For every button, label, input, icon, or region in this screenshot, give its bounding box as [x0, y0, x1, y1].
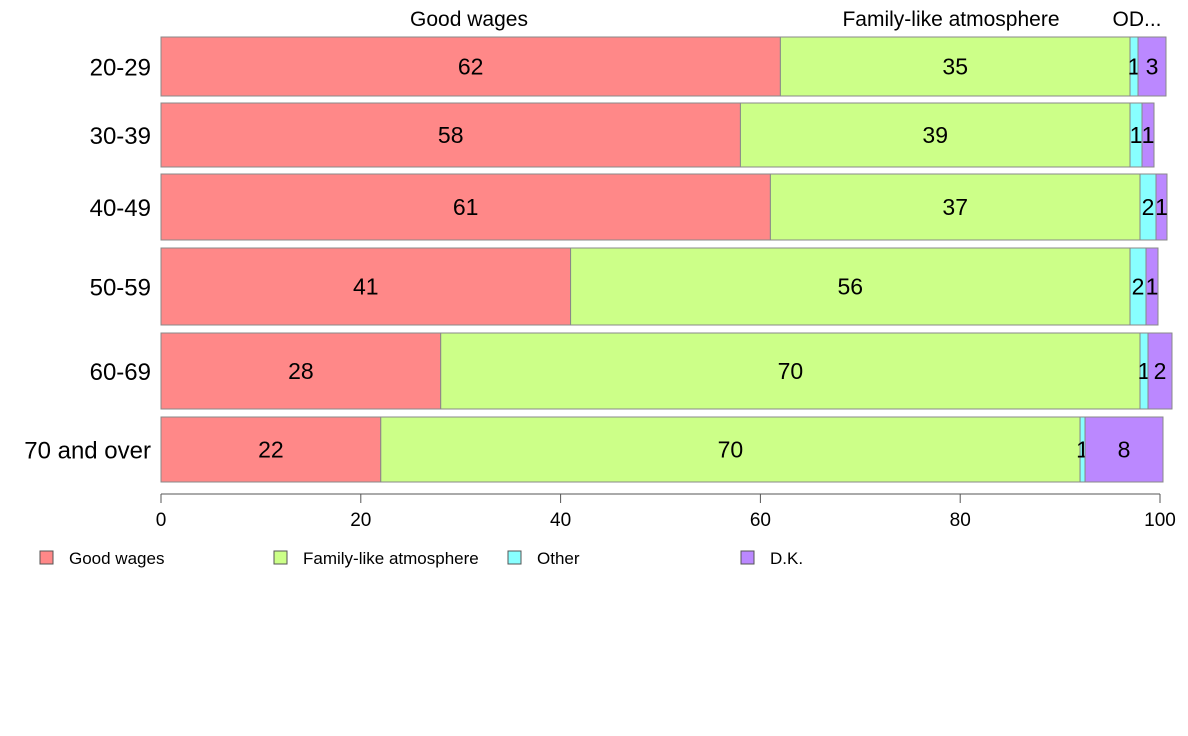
bar-segment [769, 173, 1141, 241]
top-labels: Good wages Family-like atmosphere OD... [410, 8, 1161, 31]
bar-segment [1155, 173, 1168, 241]
row-label: 20-29 [90, 55, 151, 82]
legend-swatch [740, 550, 755, 565]
bar-value-label: 1 [1130, 122, 1143, 148]
row-label: 30-39 [90, 123, 151, 150]
bar-segment [160, 332, 442, 410]
bar-value-label: 61 [453, 194, 479, 220]
legend-swatch [507, 550, 522, 565]
bar-value-label: 1 [1138, 358, 1151, 384]
bar-segment [160, 36, 781, 97]
x-tick-label: 0 [156, 510, 167, 531]
bar-value-label: 62 [458, 54, 484, 80]
row-label: 50-59 [90, 275, 151, 302]
bar-value-label: 37 [942, 194, 968, 220]
bar-segment [160, 416, 382, 483]
bar-segment [570, 247, 1131, 326]
legend-label: Other [537, 549, 580, 568]
bar-value-label: 70 [778, 358, 804, 384]
bar-segment [160, 247, 572, 326]
bar-value-label: 1 [1146, 274, 1159, 300]
bar-value-label: 3 [1146, 54, 1159, 80]
bar-value-label: 39 [922, 122, 948, 148]
bar-value-label: 2 [1132, 274, 1145, 300]
bar-segment [1137, 36, 1167, 97]
top-label: OD... [1112, 8, 1161, 31]
bar-value-label: 56 [838, 274, 864, 300]
bar-value-label: 1 [1128, 54, 1141, 80]
x-tick-label: 80 [950, 510, 971, 531]
bar-value-label: 1 [1142, 122, 1155, 148]
bar-segment [1145, 247, 1159, 326]
bar-segment [160, 102, 741, 168]
legend-label: D.K. [770, 549, 803, 568]
top-label: Good wages [410, 8, 528, 31]
legend-label: Good wages [69, 549, 164, 568]
bar-value-label: 28 [288, 358, 314, 384]
bar-value-label: 1 [1155, 194, 1168, 220]
top-label: Family-like atmosphere [842, 8, 1059, 31]
bar-segment [440, 332, 1141, 410]
bar-segment [1084, 416, 1164, 483]
bar-value-label: 22 [258, 437, 284, 463]
bar-segment [380, 416, 1081, 483]
bar-segment [160, 173, 771, 241]
row-label: 70 and over [24, 438, 151, 465]
bar-segment [1147, 332, 1173, 410]
row-labels: 20-29 30-39 40-49 50-59 60-69 70 and over [24, 55, 151, 465]
bar-segment [1141, 102, 1155, 168]
legend: Good wages Family-like atmosphere Other D.K… [39, 549, 803, 568]
bar-value-label: 8 [1118, 437, 1131, 463]
bar-value-label: 58 [438, 122, 464, 148]
legend-swatch [273, 550, 288, 565]
x-tick-label: 20 [350, 510, 371, 531]
row-label: 40-49 [90, 195, 151, 222]
x-tick-label: 60 [750, 510, 771, 531]
bar-segment [739, 102, 1131, 168]
bar-value-label: 41 [353, 274, 379, 300]
bar-segment [779, 36, 1131, 97]
x-tick-label: 100 [1144, 510, 1176, 531]
x-axis: 0 20 40 60 80 100 [156, 493, 1176, 531]
x-tick-label: 40 [550, 510, 571, 531]
bar-value-label: 2 [1142, 194, 1155, 220]
bar-value-label: 70 [718, 437, 744, 463]
row-label: 60-69 [90, 359, 151, 386]
bar-value-label: 2 [1154, 358, 1167, 384]
legend-swatch [39, 550, 54, 565]
bar-value-label: 35 [942, 54, 968, 80]
legend-label: Family-like atmosphere [303, 549, 479, 568]
bars: 62 35 1 358 39 1 161 37 2 141 56 2 128 70 1 222 70 1 8 [160, 36, 1173, 483]
